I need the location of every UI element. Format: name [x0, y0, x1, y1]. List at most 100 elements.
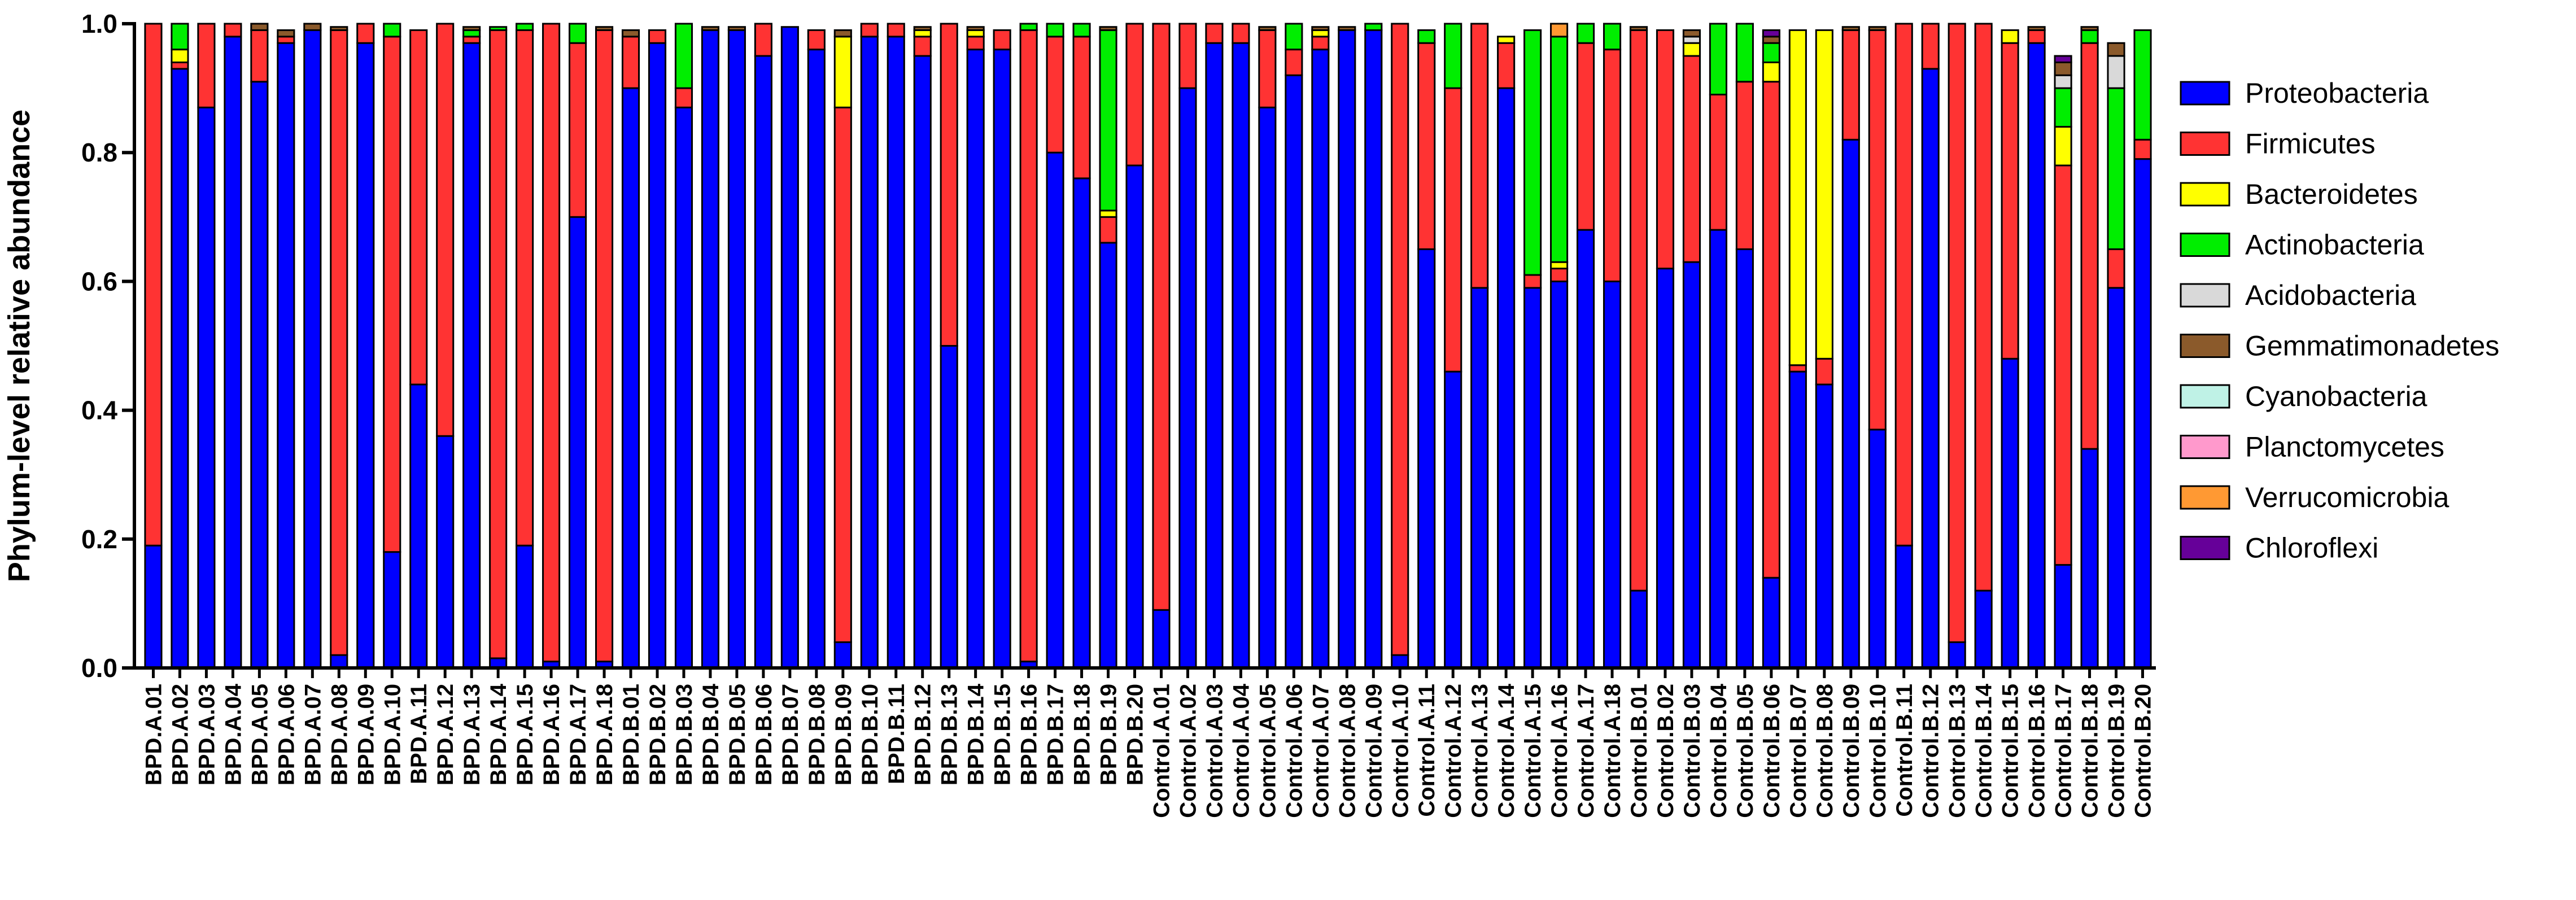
bar-segment-proteobacteria: [569, 216, 587, 669]
x-tick-label: Control.B.11: [1892, 684, 1917, 817]
legend-swatch: [2180, 283, 2230, 308]
bar-segment-proteobacteria: [1285, 74, 1303, 669]
bar-stack: [754, 23, 772, 669]
x-tick-label: BPD.A.05: [247, 684, 272, 785]
bar-segment-proteobacteria: [2054, 563, 2072, 669]
bar-segment-firmicutes: [1125, 23, 1144, 167]
bar-segment-bacteroidetes: [1682, 42, 1701, 57]
bar-stack: [1497, 36, 1516, 669]
bar-segment-firmicutes: [621, 36, 640, 89]
bar-segment-proteobacteria: [516, 544, 534, 669]
bar-segment-gemmatimonadetes: [2080, 26, 2099, 31]
legend-label: Acidobacteria: [2245, 279, 2416, 311]
bar-segment-firmicutes: [197, 23, 216, 108]
legend-swatch: [2180, 536, 2230, 560]
bar-segment-firmicutes: [383, 36, 401, 553]
x-tick-label: Control.B.19: [2105, 684, 2129, 818]
bar-segment-proteobacteria: [2133, 158, 2152, 669]
bar-segment-actinobacteria: [462, 29, 481, 38]
bar-segment-proteobacteria: [1948, 641, 1966, 669]
bar-stack: [489, 26, 508, 669]
bar-stack: [409, 29, 428, 669]
bar-segment-firmicutes: [1868, 29, 1887, 431]
bar-stack: [1788, 29, 1807, 669]
bar-segment-proteobacteria: [727, 29, 746, 669]
bar-segment-proteobacteria: [1656, 268, 1675, 669]
bar-segment-firmicutes: [1258, 29, 1277, 108]
bar-stack: [383, 23, 401, 669]
bar-stack: [1444, 23, 1462, 669]
bar-segment-proteobacteria: [2027, 42, 2046, 669]
bar-stack: [1417, 29, 1436, 669]
x-tick-label: BPD.B.11: [884, 684, 909, 784]
x-tick-label: BPD.A.16: [539, 684, 564, 785]
bar-segment-chloroflexi: [2054, 55, 2072, 63]
bar-segment-firmicutes: [1232, 23, 1250, 44]
bar-segment-firmicutes: [330, 29, 348, 656]
bar-segment-chloroflexi: [1762, 29, 1780, 38]
x-tick-label: BPD.B.08: [805, 684, 829, 785]
bar-segment-gemmatimonadetes: [330, 26, 348, 31]
bar-stack: [277, 29, 295, 669]
bar-stack: [197, 23, 216, 669]
bar-segment-proteobacteria: [887, 36, 905, 669]
bar-segment-actinobacteria: [674, 23, 693, 89]
bar-stack: [807, 29, 826, 669]
bar-segment-proteobacteria: [913, 55, 932, 669]
legend-swatch: [2180, 435, 2230, 459]
legend-label: Gemmatimonadetes: [2245, 330, 2499, 362]
bar-segment-bacteroidetes: [171, 49, 189, 63]
bar-segment-firmicutes: [2001, 42, 2019, 360]
legend-item: Firmicutes: [2180, 128, 2376, 160]
bar-segment-gemmatimonadetes: [2107, 42, 2125, 57]
y-tick-label: 1.0: [81, 9, 117, 38]
bar-segment-actinobacteria: [1364, 23, 1383, 31]
bar-segment-proteobacteria: [356, 42, 375, 669]
legend-label: Verrucomicrobia: [2245, 482, 2449, 513]
x-tick-label: BPD.A.06: [274, 684, 299, 785]
x-tick-label: Control.A.09: [1361, 684, 1386, 818]
bar-stack: [2107, 42, 2125, 669]
bar-segment-gemmatimonadetes: [1841, 26, 1860, 31]
bar-segment-actinobacteria: [2054, 87, 2072, 128]
bar-segment-gemmatimonadetes: [303, 23, 322, 31]
legend: Proteobacteria Firmicutes Bacteroidetes Act…: [2180, 77, 2499, 564]
bar-segment-firmicutes: [516, 29, 534, 547]
bar-stack: [1841, 26, 1860, 669]
bar-stack: [860, 23, 879, 669]
bar-segment-actinobacteria: [2107, 87, 2125, 250]
x-tick-label: BPD.B.20: [1123, 684, 1148, 785]
bar-segment-firmicutes: [1656, 29, 1675, 270]
x-tick-label: BPD.B.03: [672, 684, 697, 785]
bar-segment-actinobacteria: [1444, 23, 1462, 89]
x-tick-label: BPD.B.13: [937, 684, 962, 785]
y-ticks: 0.0 0.2 0.4 0.6 0.8 1.0: [81, 9, 134, 683]
bar-stack: [1338, 26, 1356, 669]
bar-stack: [1285, 23, 1303, 669]
bar-segment-proteobacteria: [2080, 448, 2099, 669]
legend-swatch: [2180, 132, 2230, 156]
bar-segment-gemmatimonadetes: [727, 26, 746, 31]
bar-segment-actinobacteria: [2133, 29, 2152, 141]
bar-segment-proteobacteria: [1046, 151, 1064, 669]
bar-segment-gemmatimonadetes: [833, 29, 852, 38]
bar-segment-firmicutes: [1099, 216, 1117, 244]
bar-stack: [1205, 23, 1224, 669]
bar-segment-gemmatimonadetes: [277, 29, 295, 38]
bar-stack: [1577, 23, 1595, 669]
bar-stack: [648, 29, 667, 669]
bar-segment-proteobacteria: [1364, 29, 1383, 669]
x-tick-label: BPD.A.14: [486, 683, 511, 785]
bar-stack: [224, 23, 242, 669]
x-tick-label: Control.A.18: [1600, 684, 1625, 818]
x-tick-label: BPD.B.17: [1044, 684, 1068, 785]
bar-segment-gemmatimonadetes: [1258, 26, 1277, 31]
bar-segment-gemmatimonadetes: [1629, 26, 1648, 31]
x-tick-label: Control.A.03: [1202, 684, 1227, 818]
bar-stack: [701, 26, 719, 669]
bar-segment-actinobacteria: [1019, 23, 1038, 31]
bar-stack: [1682, 29, 1701, 669]
bar-segment-gemmatimonadetes: [1099, 26, 1117, 31]
bar-stack: [674, 23, 693, 669]
bar-stack: [569, 23, 587, 669]
